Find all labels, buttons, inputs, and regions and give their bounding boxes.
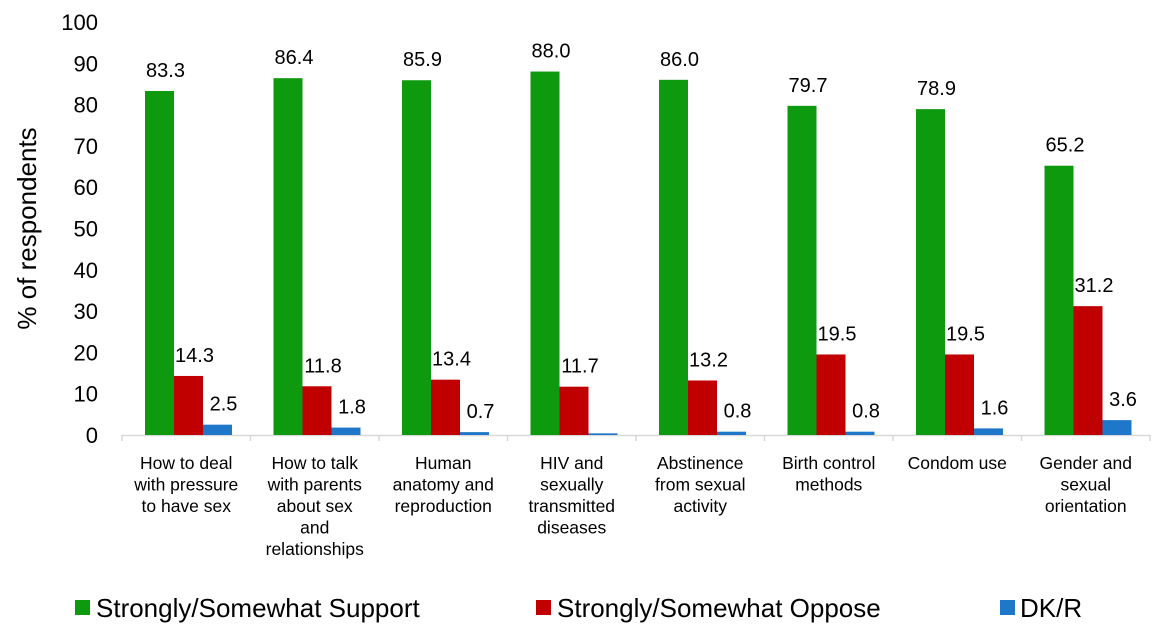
category-label: How to deal with pressure to have sex <box>133 453 238 516</box>
category-label: HIV and sexually transmitted diseases <box>528 453 615 538</box>
y-tick-label: 80 <box>74 93 98 118</box>
bar-oppose <box>431 379 460 435</box>
data-label: 11.8 <box>304 355 341 377</box>
y-axis-title: % of respondents <box>12 127 42 329</box>
legend: Strongly/Somewhat Support Strongly/Somewh… <box>75 593 1082 623</box>
bar-support <box>530 71 560 435</box>
data-label: 88.0 <box>532 41 571 63</box>
bar-dkr <box>460 432 489 435</box>
bar-dkr <box>203 424 232 435</box>
legend-swatch <box>536 600 551 615</box>
data-label: 78.9 <box>917 78 956 100</box>
category-labels-layer: How to deal with pressure to have sex How t… <box>133 453 1132 559</box>
bar-dkr <box>974 428 1003 435</box>
category-label: How to talk with parents about sex and relat… <box>266 453 364 559</box>
category-label: Abstinence from sexual activity <box>655 453 745 516</box>
data-label: 13.2 <box>689 349 728 371</box>
bar-dkr <box>588 433 618 435</box>
data-label: 83.3 <box>146 60 185 82</box>
data-label: 0.8 <box>724 401 752 423</box>
bar-dkr <box>845 431 875 435</box>
y-tick-label: 100 <box>61 10 98 35</box>
data-label: 1.8 <box>338 397 366 419</box>
data-label: 13.4 <box>432 349 471 371</box>
category-label: Birth control methods <box>782 453 875 495</box>
data-label: 79.7 <box>789 75 828 97</box>
bar-support <box>787 105 817 436</box>
data-label: 86.0 <box>660 49 699 71</box>
bar-oppose <box>1073 306 1103 435</box>
data-label: 3.6 <box>1109 389 1137 411</box>
bar-support <box>1044 165 1074 435</box>
axis-layer: 0 10 20 30 40 50 60 70 80 90 100 % of respondents <box>12 10 1151 448</box>
data-label: 86.4 <box>275 47 314 69</box>
y-tick-label: 0 <box>86 423 98 448</box>
y-tick-label: 40 <box>74 258 98 283</box>
y-tick-label: 50 <box>74 217 98 242</box>
data-label: 19.5 <box>818 323 857 345</box>
legend-label: DK/R <box>1020 593 1082 623</box>
bars-layer <box>145 71 1132 436</box>
data-label: 11.7 <box>561 356 598 378</box>
bar-oppose <box>688 380 717 435</box>
bar-oppose <box>302 386 332 435</box>
legend-swatch <box>1000 600 1015 615</box>
y-tick-label: 20 <box>74 340 98 365</box>
legend-label: Strongly/Somewhat Support <box>96 593 421 623</box>
y-tick-label: 30 <box>74 299 98 324</box>
data-labels-layer: 83.3 14.3 2.5 86.4 11.8 1.8 85.9 13.4 0.7 88.0 11.… <box>146 41 1137 424</box>
y-tick-label: 90 <box>74 51 98 76</box>
data-label: 0.7 <box>467 401 495 423</box>
data-label: 0.8 <box>852 401 880 423</box>
bar-support <box>273 78 303 435</box>
y-tick-label: 60 <box>74 175 98 200</box>
data-label: 65.2 <box>1046 135 1085 157</box>
legend-label: Strongly/Somewhat Oppose <box>557 593 881 623</box>
bar-support <box>402 80 431 435</box>
y-tick-label: 10 <box>74 382 98 407</box>
bar-support <box>145 90 174 435</box>
data-label: 14.3 <box>175 345 214 367</box>
data-label: 19.5 <box>946 323 985 345</box>
data-label: 2.5 <box>210 394 238 416</box>
data-label: 31.2 <box>1075 275 1114 297</box>
bar-dkr <box>1102 420 1132 435</box>
bar-oppose <box>559 386 589 435</box>
data-label: 1.6 <box>981 397 1009 419</box>
bar-dkr <box>717 431 746 435</box>
category-label: Human anatomy and reproduction <box>393 453 494 516</box>
data-label: 85.9 <box>403 49 442 71</box>
bar-support <box>659 79 688 435</box>
bar-oppose <box>174 375 203 435</box>
bar-oppose <box>945 354 974 435</box>
category-label: Gender and sexual orientation <box>1040 453 1132 516</box>
bar-support <box>916 109 945 435</box>
bar-dkr <box>331 427 361 435</box>
category-label: Condom use <box>908 453 1007 473</box>
y-tick-label: 70 <box>74 134 98 159</box>
legend-swatch <box>75 600 90 615</box>
bar-oppose <box>816 354 846 435</box>
